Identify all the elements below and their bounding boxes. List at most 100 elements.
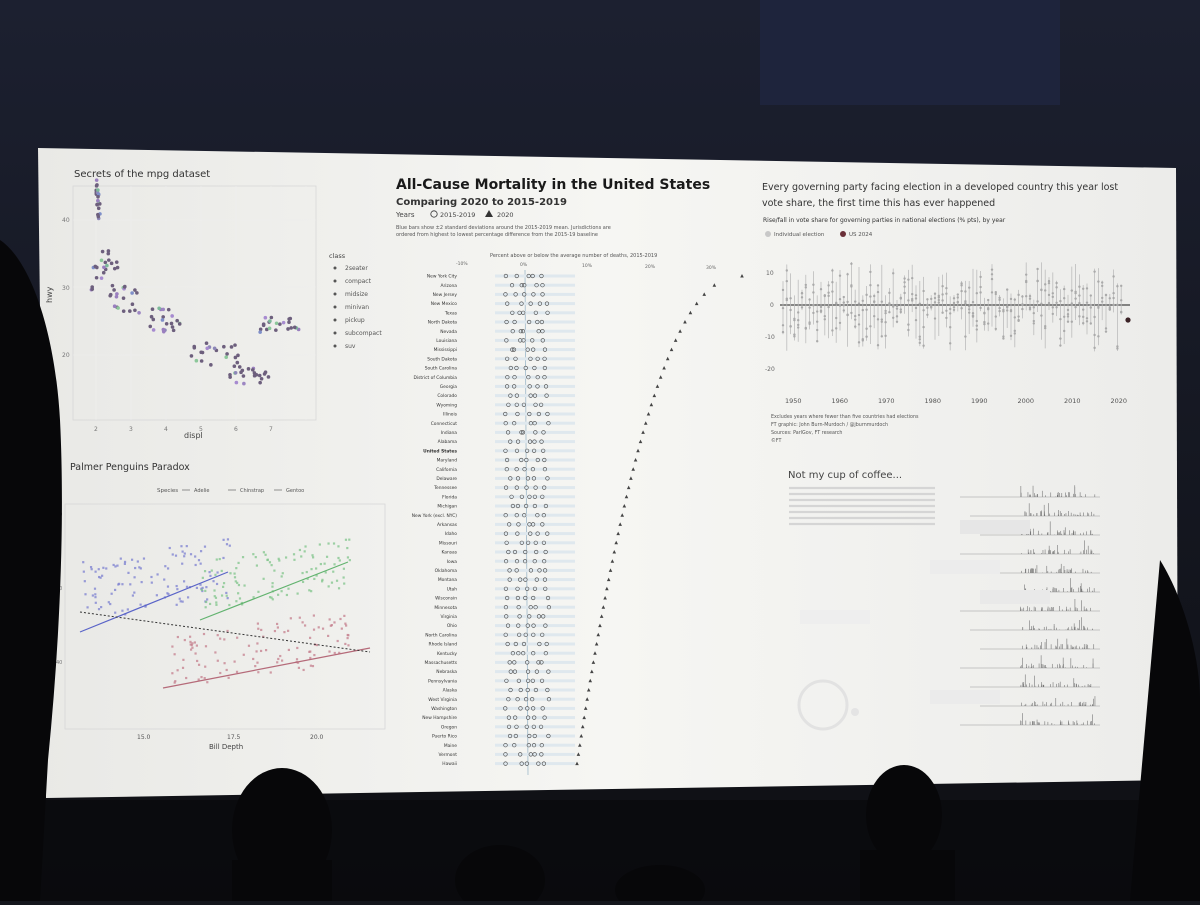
election-point [1055, 286, 1058, 289]
triangle-2020 [576, 752, 581, 756]
baseline-circle [521, 651, 526, 656]
penguins-points [82, 538, 351, 684]
baseline-circle [516, 605, 521, 610]
penguin-point [238, 597, 242, 600]
ft-xtick: 2010 [1064, 397, 1081, 405]
election-point [831, 290, 834, 293]
election-point [1006, 309, 1009, 312]
penguin-point [150, 575, 153, 579]
ft-xtick: 2000 [1018, 397, 1035, 405]
baseline-circle [542, 347, 548, 352]
penguin-point [150, 581, 153, 584]
baseline-circle [535, 384, 540, 389]
sd-bar [495, 421, 575, 425]
ft-ytick: 0 [770, 302, 774, 309]
mpg-point [99, 258, 104, 263]
baseline-circle [512, 549, 518, 555]
triangle-2020 [605, 586, 609, 591]
legend-us-icon [840, 231, 846, 237]
sd-bar [495, 568, 575, 572]
mpg-point [99, 276, 104, 280]
mpg-point [274, 328, 278, 332]
election-point [1078, 315, 1081, 318]
penguin-point [252, 553, 255, 556]
penguin-point [222, 556, 225, 560]
baseline-circle [531, 651, 536, 656]
baseline-circle [513, 641, 518, 647]
baseline-circle [542, 457, 547, 463]
state-label: Maine [444, 743, 457, 749]
mortality-note-2: ordered from highest to lowest percentag… [396, 232, 598, 238]
penguin-point [212, 580, 215, 583]
penguin-point [101, 574, 104, 577]
mpg-point [242, 381, 246, 386]
baseline-circle [526, 540, 531, 545]
penguin-point [276, 661, 279, 664]
penguin-point [116, 564, 119, 567]
sd-bar [495, 302, 575, 306]
baseline-circle [503, 605, 509, 610]
election-point [1093, 333, 1096, 337]
baseline-circle [504, 319, 509, 325]
election-point [880, 318, 883, 321]
penguin-point [262, 551, 265, 554]
penguin-point [182, 658, 185, 661]
penguin-point [346, 637, 349, 640]
penguin-point [327, 542, 330, 545]
baseline-circle [546, 605, 552, 610]
mpg-legend: 2seater compact midsize minivan pickup subcom… [333, 265, 382, 350]
penguin-point [208, 602, 212, 606]
legend-triangle-icon [485, 210, 493, 217]
state-label: Minnesota [434, 605, 457, 611]
mpg-point [121, 296, 126, 300]
baseline-circle [524, 503, 529, 509]
election-point [903, 291, 906, 295]
penguin-point [94, 596, 97, 599]
penguin-point [97, 568, 100, 571]
triangle-2020 [673, 338, 678, 342]
penguin-point [203, 570, 207, 573]
baseline-circle [525, 586, 530, 591]
election-point [911, 292, 914, 296]
baseline-circle [512, 743, 517, 748]
sd-bar [495, 274, 575, 278]
baseline-circle [505, 641, 510, 647]
election-point [895, 320, 899, 324]
baseline-circle [534, 549, 539, 555]
penguin-point [133, 591, 136, 594]
penguin-point [114, 565, 117, 568]
election-point [797, 323, 800, 327]
election-point [785, 279, 788, 283]
penguin-point [82, 561, 85, 564]
election-point [857, 323, 861, 326]
penguin-point [329, 624, 332, 627]
mortality-subtitle: Comparing 2020 to 2015-2019 [396, 197, 567, 208]
triangle-2020 [669, 347, 674, 352]
penguin-point [296, 661, 300, 664]
baseline-circle [503, 448, 508, 453]
penguin-point [266, 558, 269, 562]
state-label: New York (excl. NYC) [412, 513, 458, 519]
baseline-circle [518, 338, 523, 343]
state-label: Connecticut [431, 421, 458, 427]
sd-bar [495, 587, 575, 591]
election-point [1116, 285, 1119, 288]
sd-bar [495, 495, 575, 499]
penguin-point [273, 569, 276, 572]
baseline-circle [519, 301, 524, 306]
penguin-point [201, 576, 204, 579]
election-point [1059, 317, 1062, 321]
penguin-point [213, 595, 216, 598]
election-point [1009, 334, 1013, 338]
mpg-point [204, 341, 209, 345]
triangle-2020 [608, 568, 613, 572]
election-point [1059, 344, 1062, 347]
penguin-point [174, 554, 178, 557]
triangle-2020 [603, 596, 607, 600]
penguin-point [191, 642, 194, 645]
penguin-point [166, 585, 170, 588]
election-point [808, 298, 811, 301]
election-point [987, 298, 990, 302]
triangle-2020 [575, 761, 579, 766]
mpg-point [205, 346, 210, 351]
